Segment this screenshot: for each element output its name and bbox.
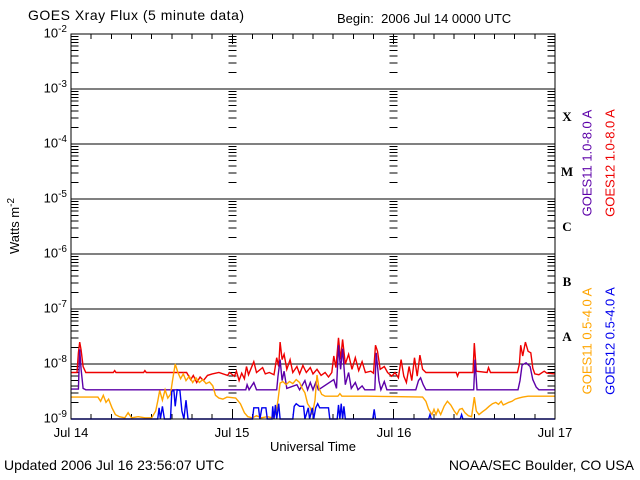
x-tick-label-jul14: Jul 14 — [53, 425, 89, 440]
legend-entry-goes11-1-0-8-0-a: GOES11 1.0-8.0 A — [579, 109, 595, 217]
y-tick-label: 10-8 — [43, 354, 67, 371]
y-axis-title: Watts m-2 — [5, 197, 23, 255]
class-letter-m: M — [560, 164, 574, 179]
x-tick-label-jul17: Jul 17 — [537, 425, 573, 440]
legend-entry-goes12-1-0-8-0-a: GOES12 1.0-8.0 A — [602, 109, 618, 217]
class-letter-x: X — [562, 109, 572, 124]
series-goes11-1-0-8-0-a — [71, 345, 555, 393]
y-tick-label: 10-6 — [43, 244, 67, 261]
y-tick-label: 10-2 — [43, 24, 67, 41]
class-letter-b: B — [562, 274, 572, 289]
updated-timestamp: Updated 2006 Jul 16 23:56:07 UTC — [4, 457, 225, 473]
y-tick-label: 10-4 — [43, 134, 67, 151]
series-goes11-0-5-4-0-a — [71, 363, 555, 419]
legend-entry-goes12-0-5-4-0-a: GOES12 0.5-4.0 A — [602, 287, 618, 395]
class-letter-c: C — [562, 219, 572, 234]
y-tick-label: 10-5 — [43, 189, 67, 206]
class-letter-a: A — [562, 329, 572, 344]
x-tick-label-jul15: Jul 15 — [214, 425, 250, 440]
x-axis-title: Universal Time — [270, 439, 356, 454]
page-title: GOES Xray Flux (5 minute data) — [28, 7, 245, 23]
series-goes12-0-5-4-0-a — [71, 388, 555, 420]
series-goes12-1-0-8-0-a — [71, 337, 556, 386]
x-tick-label-jul16: Jul 16 — [376, 425, 412, 440]
noaa-credit: NOAA/SEC Boulder, CO USA — [448, 457, 634, 473]
begin-time-label: Begin: 2006 Jul 14 0000 UTC — [337, 11, 512, 26]
plot-frame — [70, 33, 556, 420]
y-tick-label: 10-3 — [43, 79, 67, 96]
legend-entry-goes11-0-5-4-0-a: GOES11 0.5-4.0 A — [579, 287, 595, 395]
y-tick-label: 10-7 — [43, 299, 67, 316]
series-group — [71, 337, 556, 420]
grid — [70, 34, 556, 419]
y-tick-label: 10-9 — [43, 409, 67, 426]
